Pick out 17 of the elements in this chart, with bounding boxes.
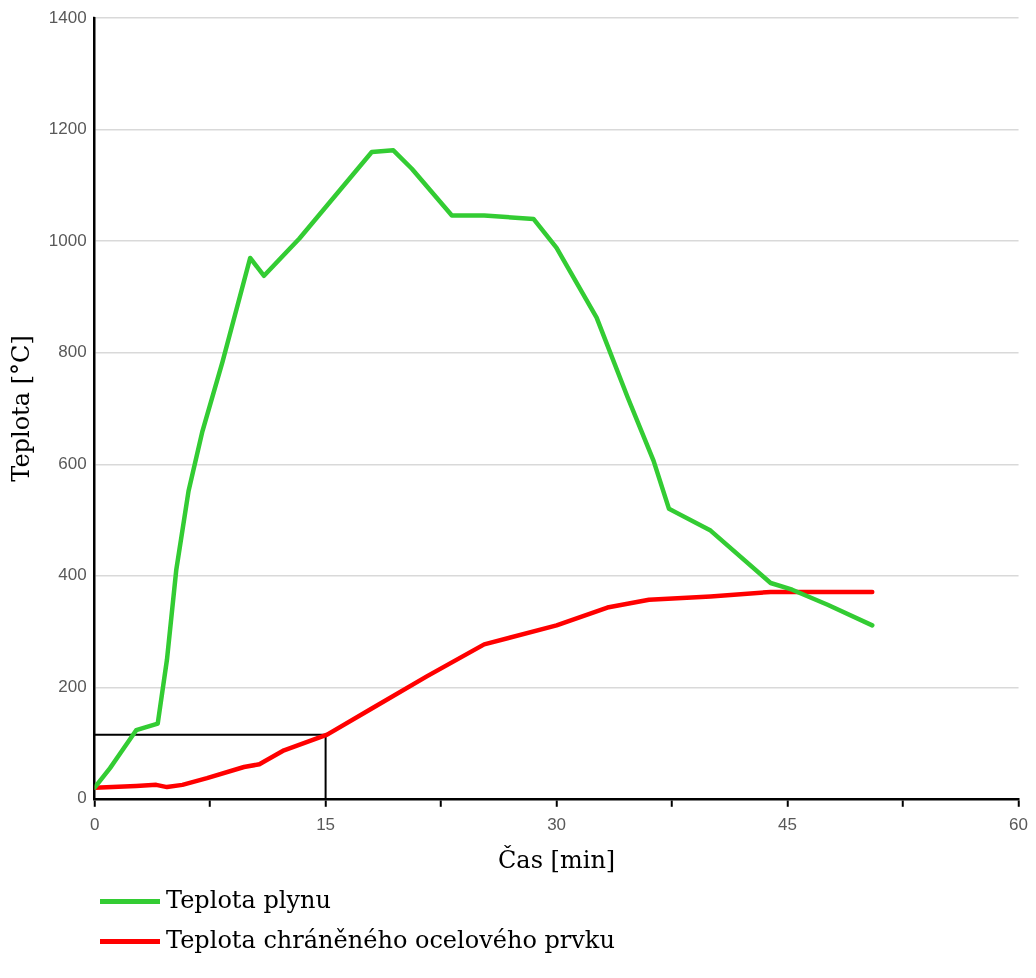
legend-label: Teplota chráněného ocelového prvku <box>166 926 615 954</box>
y-tick-label: 400 <box>58 565 87 585</box>
y-tick-label: 1000 <box>48 230 87 250</box>
x-tick-label: 15 <box>316 814 336 834</box>
y-tick-label: 600 <box>58 453 87 473</box>
y-tick-label: 0 <box>77 788 87 808</box>
y-axis-title: Teplota [°C] <box>6 335 35 482</box>
x-tick-label: 30 <box>547 814 567 834</box>
y-tick-label: 1400 <box>48 7 87 27</box>
x-tick-label: 0 <box>89 814 100 834</box>
y-tick-label: 200 <box>58 676 87 696</box>
y-tick-label: 1200 <box>48 119 87 139</box>
y-tick-label: 800 <box>58 342 87 362</box>
legend-label: Teplota plynu <box>166 886 331 914</box>
x-axis-title: Čas [min] <box>497 844 616 874</box>
x-tick-label: 60 <box>1009 814 1029 834</box>
x-tick-label: 45 <box>778 814 798 834</box>
